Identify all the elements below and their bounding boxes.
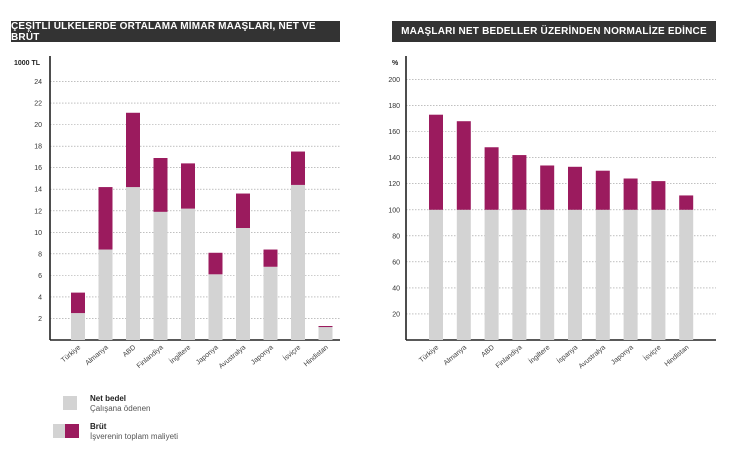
bar-0-2-brut	[126, 112, 140, 188]
y-tick-label-0-1: 4	[38, 294, 42, 301]
bar-1-4-net	[540, 209, 555, 340]
bar-1-1-net	[456, 209, 471, 340]
bar-0-3-brut	[153, 158, 168, 212]
legend-brut-subtitle: İşverenin toplam maliyeti	[90, 432, 179, 441]
bar-1-8-net	[651, 209, 666, 340]
bar-1-7-net	[623, 209, 638, 340]
x-category-label-1-0: Türkiye	[418, 344, 440, 364]
legend-brut-swatch-brut	[65, 424, 79, 438]
y-tick-label-0-7: 16	[34, 165, 42, 172]
bar-0-0-net	[71, 313, 85, 340]
bar-0-2-net	[126, 187, 140, 340]
y-tick-label-0-4: 10	[34, 230, 42, 237]
y-tick-label-0-0: 2	[38, 316, 42, 323]
y-tick-label-0-9: 20	[34, 122, 42, 129]
bar-1-9-net	[679, 209, 694, 340]
bar-1-2-brut	[484, 147, 499, 210]
x-category-label-1-3: Finlandiya	[495, 344, 524, 370]
bar-1-7-brut	[623, 178, 638, 210]
x-category-label-0-1: Almanya	[84, 344, 109, 367]
bar-0-1-brut	[98, 187, 113, 250]
y-tick-label-1-5: 120	[388, 181, 400, 188]
x-category-label-1-1: Almanya	[443, 344, 468, 367]
legend-brut-title: Brüt	[90, 422, 107, 431]
x-category-label-0-2: ABD	[122, 344, 138, 359]
bar-0-9-net	[318, 327, 333, 340]
x-category-label-1-6: Avustralya	[578, 344, 608, 370]
y-unit-label-0: 1000 TL	[14, 60, 41, 67]
bar-1-4-brut	[540, 165, 555, 210]
x-category-label-0-6: Avustralya	[218, 344, 248, 370]
x-category-label-0-8: İsviçre	[281, 343, 302, 363]
y-tick-label-0-11: 24	[34, 79, 42, 86]
x-category-label-1-7: Japonya	[610, 344, 635, 366]
bar-0-0-brut	[71, 292, 85, 314]
bar-1-0-net	[429, 209, 443, 340]
y-unit-label-1: %	[392, 60, 399, 67]
y-tick-label-0-8: 18	[34, 144, 42, 151]
x-category-label-1-8: İsviçre	[641, 343, 662, 363]
y-tick-label-1-4: 100	[388, 207, 400, 214]
bar-1-3-net	[512, 209, 527, 340]
y-tick-label-0-10: 22	[34, 101, 42, 108]
y-tick-label-1-8: 180	[388, 103, 400, 110]
legend-net-subtitle: Çalışana ödenen	[90, 404, 151, 413]
bar-0-5-net	[208, 274, 223, 340]
bar-0-5-brut	[208, 252, 223, 275]
x-category-label-0-9: Hindistan	[303, 344, 330, 368]
bar-0-1-net	[98, 249, 113, 340]
bar-1-1-brut	[456, 121, 471, 210]
y-tick-label-1-6: 140	[388, 155, 400, 162]
bar-1-0-brut	[429, 114, 443, 210]
x-category-label-1-4: İngiltere	[527, 343, 552, 366]
y-tick-label-1-2: 60	[392, 259, 400, 266]
bar-0-4-brut	[181, 163, 195, 209]
x-category-label-1-5: İspanya	[555, 343, 580, 366]
x-category-label-0-0: Türkiye	[60, 344, 82, 364]
right-chart-title: MAAŞLARI NET BEDELLER ÜZERİNDEN NORMALİZ…	[392, 21, 716, 42]
bar-1-5-brut	[568, 166, 582, 210]
bar-0-4-net	[181, 208, 195, 340]
y-tick-label-1-1: 40	[392, 285, 400, 292]
bar-0-6-brut	[236, 193, 250, 228]
y-tick-label-1-7: 160	[388, 129, 400, 136]
bar-1-6-brut	[595, 170, 610, 210]
bar-0-8-brut	[291, 151, 305, 185]
x-category-label-1-2: ABD	[480, 344, 496, 359]
y-tick-label-1-0: 20	[392, 311, 400, 318]
bar-0-6-net	[236, 228, 250, 340]
bar-1-6-net	[595, 209, 610, 340]
legend-net-title: Net bedel	[90, 394, 127, 403]
x-category-label-0-7: Japonya	[250, 344, 275, 366]
bar-0-9-brut	[318, 326, 333, 328]
y-tick-label-0-6: 14	[34, 187, 42, 194]
legend-net-swatch	[63, 396, 77, 410]
bar-0-8-net	[291, 184, 305, 340]
x-category-label-0-4: İngiltere	[167, 343, 192, 366]
y-tick-label-1-9: 200	[388, 77, 400, 84]
x-category-label-1-9: Hindistan	[664, 344, 691, 368]
bar-1-8-brut	[651, 181, 666, 210]
bar-1-9-brut	[679, 195, 694, 210]
left-chart-title: ÇEŞİTLİ ÜLKELERDE ORTALAMA MİMAR MAAŞLAR…	[11, 21, 340, 43]
x-category-label-0-5: Japonya	[195, 344, 220, 366]
bar-1-5-net	[568, 209, 582, 340]
y-tick-label-0-3: 8	[38, 251, 42, 258]
bar-1-3-brut	[512, 155, 527, 210]
bar-1-2-net	[484, 209, 499, 340]
x-category-label-0-3: Finlandiya	[136, 344, 165, 370]
y-tick-label-1-3: 80	[392, 233, 400, 240]
bar-0-7-brut	[263, 249, 278, 267]
y-tick-label-0-5: 12	[34, 208, 42, 215]
y-tick-label-0-2: 6	[38, 273, 42, 280]
legend-brut-swatch-net	[53, 424, 67, 438]
bar-0-7-net	[263, 266, 278, 340]
bar-0-3-net	[153, 211, 168, 340]
